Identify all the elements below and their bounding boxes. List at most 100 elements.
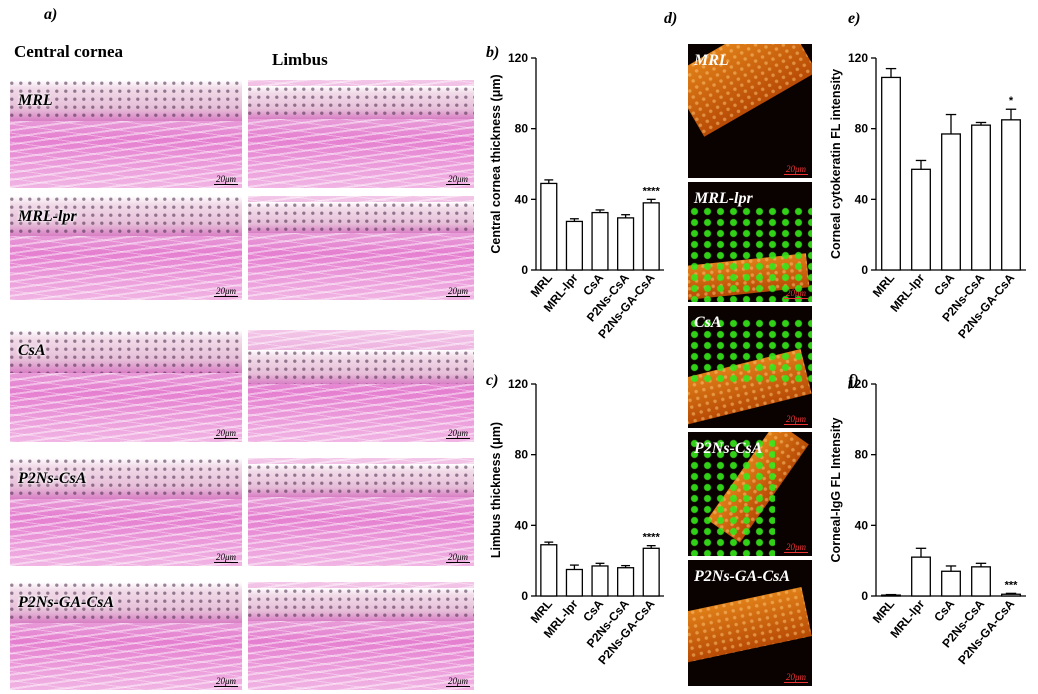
scale-bar-label: 20μm [215,174,237,184]
bar-p2ns-ga-csa [1001,593,1021,597]
fluorescence-image-p2ns-csa: P2Ns-CsA 20μm [688,432,812,556]
y-axis-label: Central cornea thickness (μm) [489,74,503,253]
panel-label-a: a) [44,6,58,23]
scale-bar: 20μm [214,676,238,687]
category-label: MRL [870,271,897,300]
bar-mrl-lpr [565,568,583,597]
y-tick-label: 120 [848,51,868,65]
scale-bar: 20μm [214,286,238,297]
epithelium-layer [10,196,242,236]
bar-p2ns-csa [617,217,635,271]
image-label: P2Ns-CsA [694,440,763,457]
central-cornea-image-mrl: MRL 20μm [10,80,242,188]
epithelium-layer [10,330,242,373]
epithelium-layer [248,350,474,384]
panel-label-b: b) [486,44,500,61]
scale-bar-label: 20μm [785,288,807,298]
scale-bar: 20μm [214,552,238,563]
epithelium-layer [248,86,474,119]
epithelium-layer [248,464,474,497]
central-cornea-image-csa: CsA 20μm [10,330,242,442]
bar-mrl-lpr [911,556,931,597]
image-label: CsA [694,314,722,331]
bar-csa [591,211,609,271]
epithelium-layer [10,582,242,624]
epithelium-layer [248,202,474,234]
epithelium-layer [10,80,242,122]
y-tick-label: 0 [861,589,868,603]
image-label: P2Ns-GA-CsA [694,568,791,585]
central-cornea-image-mrl-lpr: MRL-lpr 20μm [10,196,242,300]
image-label: CsA [18,342,46,359]
scale-bar: 20μm [446,174,470,185]
panel-label-c: c) [486,372,499,389]
significance-label: **** [643,532,661,544]
scale-bar-label: 20μm [215,286,237,296]
image-label: MRL-lpr [694,190,753,207]
bar-mrl [540,544,558,597]
column-title-limbus: Limbus [272,50,328,69]
bar-mrl-lpr [565,220,583,271]
category-label: CsA [931,597,957,625]
panel-label-d: d) [664,10,678,27]
bar-p2ns-ga-csa [1001,119,1021,271]
fluorescence-image-mrl-lpr: MRL-lpr 20μm [688,182,812,302]
scale-bar: 20μm [784,414,808,425]
significance-label: *** [1005,579,1019,591]
limbus-image-p2ns-ga-csa: 20μm [248,582,474,690]
scale-bar-label: 20μm [215,552,237,562]
fluorescence-image-csa: CsA 20μm [688,306,812,428]
limbus-image-p2ns-csa: 20μm [248,458,474,566]
igg-signal [688,206,812,302]
bar-mrl [881,76,901,271]
scale-bar: 20μm [446,676,470,687]
igg-signal [688,438,775,556]
scale-bar-label: 20μm [447,676,469,686]
limbus-image-csa: 20μm [248,330,474,442]
y-tick-label: 80 [855,122,869,136]
scale-bar-label: 20μm [447,286,469,296]
scale-bar: 20μm [784,672,808,683]
y-axis-label: Limbus thickness (μm) [489,422,503,558]
bar-p2ns-csa [971,124,991,271]
category-label: CsA [931,271,957,299]
epithelium-layer [10,458,242,500]
bar-csa [591,565,609,597]
bar-csa [941,570,961,597]
y-tick-label: 80 [515,448,529,462]
bar-p2ns-ga-csa [642,547,660,597]
image-label: MRL [18,92,53,109]
y-tick-label: 40 [855,192,869,206]
scale-bar-label: 20μm [447,552,469,562]
scale-bar: 20μm [784,164,808,175]
y-tick-label: 120 [508,377,528,391]
significance-label: * [1009,95,1014,107]
bar-mrl [881,594,901,597]
y-tick-label: 120 [508,51,528,65]
image-label: MRL-lpr [18,208,77,225]
scale-bar-label: 20μm [447,174,469,184]
scale-bar-label: 20μm [785,414,807,424]
fluorescence-image-mrl: MRL 20μm [688,44,812,178]
y-tick-label: 0 [521,589,528,603]
scale-bar: 20μm [784,542,808,553]
scale-bar-label: 20μm [215,676,237,686]
image-label: MRL [694,52,729,69]
fluorescence-image-p2ns-ga-csa: P2Ns-GA-CsA 20μm [688,560,812,686]
scale-bar-label: 20μm [785,164,807,174]
bar-p2ns-ga-csa [642,202,660,271]
scale-bar: 20μm [446,552,470,563]
y-tick-label: 80 [855,448,869,462]
y-tick-label: 0 [861,263,868,277]
bar-mrl-lpr [911,168,931,271]
y-tick-label: 40 [515,192,529,206]
bar-p2ns-csa [971,566,991,597]
scale-bar-label: 20μm [785,672,807,682]
panel-label-f: f) [848,372,859,389]
y-axis-label: Corneal-IgG FL Intensity [829,417,843,562]
scale-bar: 20μm [214,174,238,185]
fluorescence-frame [688,44,812,686]
